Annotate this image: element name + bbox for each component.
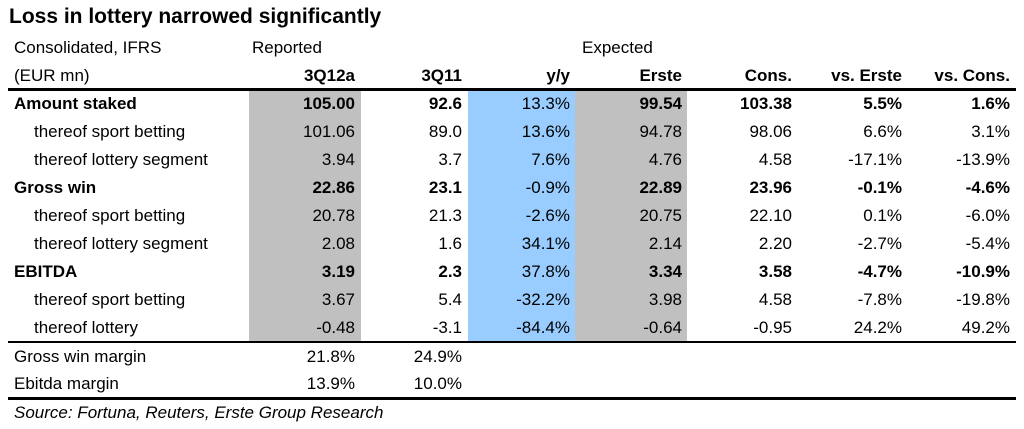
- row-value: 105.00: [303, 94, 355, 113]
- row-value: 4.76: [648, 150, 682, 169]
- row-label: EBITDA: [14, 262, 78, 281]
- row-value: 103.38: [740, 94, 792, 113]
- row-value: -6.0%: [965, 206, 1010, 225]
- row-value: 3.7: [438, 150, 462, 169]
- row-value: 23.1: [428, 178, 462, 197]
- margin-label: Ebitda margin: [14, 374, 119, 393]
- column-header-vs-erste: vs. Erste: [831, 66, 902, 85]
- reported-column-shade: [249, 90, 361, 342]
- row-label: Gross win: [14, 178, 97, 197]
- row-label: thereof sport betting: [34, 290, 186, 309]
- bottom-rule: [8, 397, 1016, 400]
- row-value: 3.67: [321, 290, 355, 309]
- erste-column-shade: [575, 90, 687, 342]
- row-value: -0.95: [753, 318, 792, 337]
- row-value: -0.1%: [857, 178, 902, 197]
- row-value: 92.6: [428, 94, 462, 113]
- row-value: 24.2%: [853, 318, 902, 337]
- row-label: thereof lottery segment: [34, 234, 208, 253]
- table-title: Loss in lottery narrowed significantly: [9, 5, 382, 28]
- row-value: -4.7%: [857, 262, 902, 281]
- row-value: -17.1%: [848, 150, 902, 169]
- row-value: 3.34: [648, 262, 682, 281]
- row-value: -84.4%: [516, 318, 570, 337]
- row-value: 13.3%: [521, 94, 570, 113]
- column-header-3q12a: 3Q12a: [303, 66, 355, 85]
- row-label: Amount staked: [14, 94, 137, 113]
- margin-value: 24.9%: [413, 347, 462, 366]
- row-value: 6.6%: [863, 122, 902, 141]
- source-note: Source: Fortuna, Reuters, Erste Group Re…: [14, 403, 384, 422]
- row-value: -32.2%: [516, 290, 570, 309]
- yy-column-shade: [468, 90, 575, 342]
- margin-label: Gross win margin: [14, 347, 147, 366]
- header-currency: (EUR mn): [14, 66, 90, 85]
- row-value: 2.20: [758, 234, 792, 253]
- header-reported: Reported: [252, 38, 322, 57]
- row-value: 98.06: [749, 122, 792, 141]
- column-header-3q11: 3Q11: [421, 66, 462, 85]
- row-value: 20.78: [312, 206, 355, 225]
- row-value: -5.4%: [965, 234, 1010, 253]
- row-value: 5.4: [438, 290, 462, 309]
- row-value: 22.10: [749, 206, 792, 225]
- column-header-erste: Erste: [639, 66, 682, 85]
- row-value: 49.2%: [961, 318, 1010, 337]
- row-value: -2.6%: [525, 206, 570, 225]
- row-value: 3.98: [648, 290, 682, 309]
- margins-rule: [8, 341, 1016, 343]
- row-value: 99.54: [639, 94, 682, 113]
- row-value: 4.58: [758, 290, 792, 309]
- row-value: 20.75: [639, 206, 682, 225]
- row-value: 3.19: [321, 262, 355, 281]
- row-value: -3.1: [432, 318, 462, 337]
- row-value: -7.8%: [857, 290, 902, 309]
- row-value: 34.1%: [521, 234, 570, 253]
- row-value: 7.6%: [531, 150, 570, 169]
- row-value: -2.7%: [857, 234, 902, 253]
- margin-value: 21.8%: [306, 347, 355, 366]
- row-value: 3.58: [758, 262, 792, 281]
- row-label: thereof lottery segment: [34, 150, 208, 169]
- row-value: -4.6%: [965, 178, 1010, 197]
- row-value: 3.94: [321, 150, 355, 169]
- row-value: 2.3: [438, 262, 462, 281]
- row-value: -0.48: [316, 318, 355, 337]
- row-label: thereof lottery: [34, 318, 138, 337]
- row-value: 37.8%: [521, 262, 570, 281]
- row-value: -10.9%: [956, 262, 1010, 281]
- row-value: 21.3: [428, 206, 462, 225]
- row-value: 3.1%: [971, 122, 1010, 141]
- row-value: 94.78: [639, 122, 682, 141]
- row-value: 0.1%: [863, 206, 902, 225]
- row-value: 13.6%: [521, 122, 570, 141]
- margin-value: 13.9%: [306, 374, 355, 393]
- row-value: 22.86: [312, 178, 355, 197]
- row-value: 89.0: [428, 122, 462, 141]
- row-value: -19.8%: [956, 290, 1010, 309]
- row-value: 2.08: [321, 234, 355, 253]
- margin-value: 10.0%: [413, 374, 462, 393]
- row-value: 22.89: [639, 178, 682, 197]
- row-label: thereof sport betting: [34, 122, 186, 141]
- row-label: thereof sport betting: [34, 206, 186, 225]
- row-value: 2.14: [648, 234, 682, 253]
- row-value: 101.06: [303, 122, 355, 141]
- row-value: -0.64: [643, 318, 682, 337]
- row-value: -13.9%: [956, 150, 1010, 169]
- row-value: 5.5%: [863, 94, 902, 113]
- row-value: -0.9%: [525, 178, 570, 197]
- header-rule: [8, 88, 1016, 91]
- column-header-vs-cons: vs. Cons.: [934, 66, 1010, 85]
- column-header-yy: y/y: [546, 66, 570, 85]
- row-value: 1.6%: [971, 94, 1010, 113]
- row-value: 1.6: [438, 234, 462, 253]
- row-value: 4.58: [758, 150, 792, 169]
- row-value: 23.96: [749, 178, 792, 197]
- header-expected: Expected: [582, 38, 653, 57]
- column-header-cons: Cons.: [744, 66, 792, 85]
- header-consolidated: Consolidated, IFRS: [14, 38, 162, 57]
